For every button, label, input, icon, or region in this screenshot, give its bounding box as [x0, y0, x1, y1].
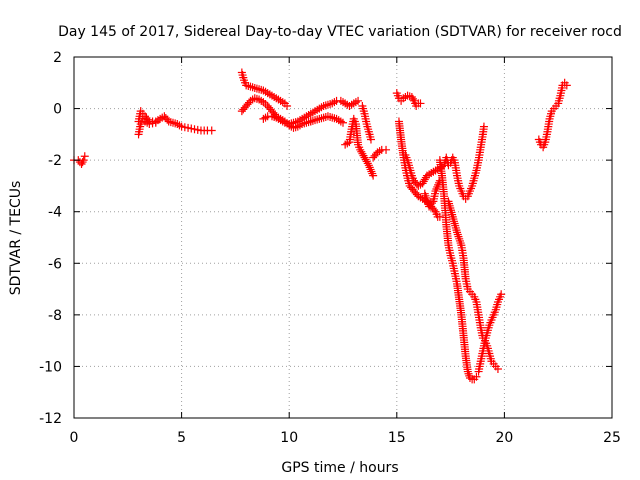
y-tick-label: 2	[53, 50, 62, 66]
y-tick-label: -10	[39, 359, 62, 375]
x-tick-label: 25	[603, 430, 621, 446]
data-point-marker	[430, 205, 439, 214]
data-point-marker	[369, 171, 378, 180]
data-point-marker	[408, 94, 417, 103]
chart-title: Day 145 of 2017, Sidereal Day-to-day VTE…	[58, 24, 622, 40]
grid-lines	[74, 57, 612, 418]
data-point-marker	[493, 365, 502, 374]
data-point-marker	[363, 159, 372, 168]
data-point-marker	[497, 290, 506, 299]
x-tick-label: 20	[495, 430, 513, 446]
data-point-marker	[368, 169, 377, 178]
data-point-marker	[431, 187, 440, 196]
y-tick-label: -2	[48, 153, 62, 169]
y-tick-label: -6	[48, 256, 62, 272]
data-point-marker	[364, 161, 373, 170]
data-point-marker	[365, 163, 374, 172]
data-point-marker	[354, 96, 363, 105]
data-point-marker	[207, 126, 216, 135]
data-point-marker	[472, 372, 481, 381]
x-tick-label: 10	[280, 430, 298, 446]
data-point-marker	[339, 118, 347, 127]
data-point-marker	[80, 152, 89, 161]
x-tick-label: 5	[177, 430, 186, 446]
data-point-marker	[367, 167, 376, 176]
plot-frame	[73, 56, 613, 419]
data-point-marker	[366, 135, 375, 144]
y-axis-title: SDTVAR / TECUs	[8, 181, 24, 296]
x-axis-title: GPS time / hours	[281, 460, 398, 476]
data-point-marker	[427, 199, 436, 208]
y-tick-label: -8	[48, 308, 62, 324]
data-point-marker	[562, 81, 571, 90]
data-point-marker	[151, 118, 160, 127]
x-tick-label: 15	[388, 430, 406, 446]
data-point-marker	[432, 185, 441, 194]
data-point-marker	[79, 156, 88, 165]
data-point-marker	[479, 122, 488, 131]
data-point-marker	[78, 158, 87, 167]
data-point-marker	[382, 145, 391, 154]
data-point-marker	[416, 99, 425, 108]
data-point-marker	[435, 212, 444, 221]
y-tick-label: -4	[48, 205, 62, 221]
y-tick-label: -12	[39, 411, 62, 427]
data-points	[70, 68, 571, 384]
x-tick-label: 0	[70, 430, 79, 446]
y-tick-label: 0	[53, 102, 62, 118]
data-point-marker	[366, 165, 375, 174]
data-point-marker	[283, 101, 292, 110]
